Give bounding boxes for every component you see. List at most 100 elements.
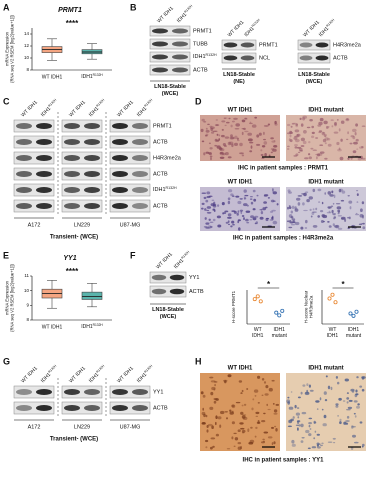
ihc-cell <box>270 151 273 154</box>
ihc-cell <box>273 140 276 142</box>
ihc-cell <box>222 143 226 146</box>
ihc-cell <box>327 441 333 443</box>
ihc-cell <box>206 209 210 212</box>
ihc-cell <box>243 203 248 207</box>
ihc-cell <box>209 147 213 150</box>
band-label: PRMT1 <box>193 28 212 34</box>
ihc-cell <box>332 437 336 440</box>
dot <box>327 296 332 301</box>
ihc-cell <box>271 442 274 446</box>
ihc-cell <box>321 201 324 205</box>
ihc-cell <box>213 381 218 383</box>
ihc-cell <box>229 136 235 140</box>
ihc-cell <box>327 385 331 390</box>
ihc-cell <box>221 128 224 131</box>
blot-band <box>16 139 32 145</box>
label-line: WT <box>254 327 262 333</box>
ihc-cell <box>286 148 290 150</box>
ihc-cell <box>287 123 291 127</box>
blot-band <box>172 28 188 34</box>
ihc-cell <box>270 199 275 203</box>
ihc-cell <box>256 143 261 146</box>
ihc-cell <box>290 220 294 224</box>
ihc-cell <box>229 409 232 412</box>
ihc-cell <box>255 426 258 429</box>
ihc-cell <box>263 412 266 415</box>
ihc-cell <box>354 441 359 444</box>
label-base: IDH1 <box>318 26 330 38</box>
ihc-cell <box>217 416 222 420</box>
cell-line-label: U87-MG <box>120 222 141 228</box>
ihc-cell <box>260 153 264 157</box>
blot-band <box>36 139 52 145</box>
ihc-cell <box>201 192 207 194</box>
ihc-cell <box>215 421 217 426</box>
ihc-cell <box>300 123 304 127</box>
ihc-cell <box>339 421 342 425</box>
label-line: (WCE) <box>306 79 323 85</box>
ihc-cell <box>235 401 241 404</box>
blot-band <box>315 42 329 48</box>
ihc-cell <box>249 121 252 124</box>
ihc-cell <box>297 151 301 154</box>
blot-caption: LN18-Stable (WCE) <box>298 72 330 85</box>
lane-label: IDH1R132H <box>172 249 193 270</box>
ihc-cell <box>271 140 276 143</box>
ihc-cell <box>240 210 243 215</box>
ihc-cell <box>288 226 293 229</box>
blot-band <box>152 67 168 73</box>
ihc-cell <box>344 218 347 222</box>
ihc-cell <box>205 446 208 449</box>
ihc-cell <box>221 134 225 138</box>
lane-label: WT IDH1 <box>155 251 174 270</box>
ihc-cell <box>338 397 342 401</box>
label-base: IDH1 <box>88 106 100 118</box>
ihc-cell <box>252 189 256 193</box>
ihc-cell <box>219 151 225 156</box>
ihc-cell <box>248 138 253 142</box>
ihc-cell <box>240 445 243 450</box>
panel-letter: C <box>3 96 10 106</box>
ihc-cell <box>226 417 228 420</box>
ihc-cell <box>206 429 209 433</box>
ihc-cell <box>231 436 234 440</box>
ihc-cell <box>300 440 304 443</box>
ihc-cell <box>288 205 291 207</box>
ihc-cell <box>355 138 359 142</box>
ihc-cell <box>323 414 327 419</box>
ihc-cell <box>216 133 219 136</box>
ihc-cell <box>243 189 247 193</box>
ihc-cell <box>310 215 313 218</box>
label-base: IDH1 <box>88 372 100 384</box>
ihc-cell <box>208 142 211 145</box>
ihc-cell <box>218 147 223 151</box>
label-line: WT <box>329 327 337 333</box>
ihc-cell <box>249 196 253 198</box>
ihc-cell <box>205 222 210 225</box>
ihc-cell <box>256 134 260 138</box>
ihc-cell <box>273 412 278 415</box>
ihc-cell <box>335 403 339 406</box>
label-line: mRNA Expression <box>5 31 10 66</box>
x-tick-label: WT IDH1 <box>42 74 63 80</box>
ihc-cell <box>267 197 270 199</box>
ihc-cell <box>241 131 244 136</box>
ihc-cell <box>273 145 278 148</box>
band-label: ACTB <box>189 289 204 295</box>
ihc-cell <box>340 199 345 202</box>
panel-letter: F <box>130 250 136 260</box>
lane-label: IDH1R132H <box>87 363 108 384</box>
ihc-cell <box>294 206 297 210</box>
ihc-cell <box>315 207 318 211</box>
ihc-cell <box>299 150 304 152</box>
label-sup: R132H <box>93 323 104 327</box>
band-label: H4R3me2a <box>333 42 362 48</box>
ihc-cell <box>273 441 276 445</box>
ihc-cell <box>210 391 214 396</box>
blot-strip <box>297 52 331 64</box>
ihc-cell <box>242 416 248 420</box>
ihc-cell <box>296 146 302 149</box>
ihc-cell <box>361 146 364 148</box>
ihc-cell <box>339 188 344 192</box>
ihc-cell <box>316 442 320 446</box>
